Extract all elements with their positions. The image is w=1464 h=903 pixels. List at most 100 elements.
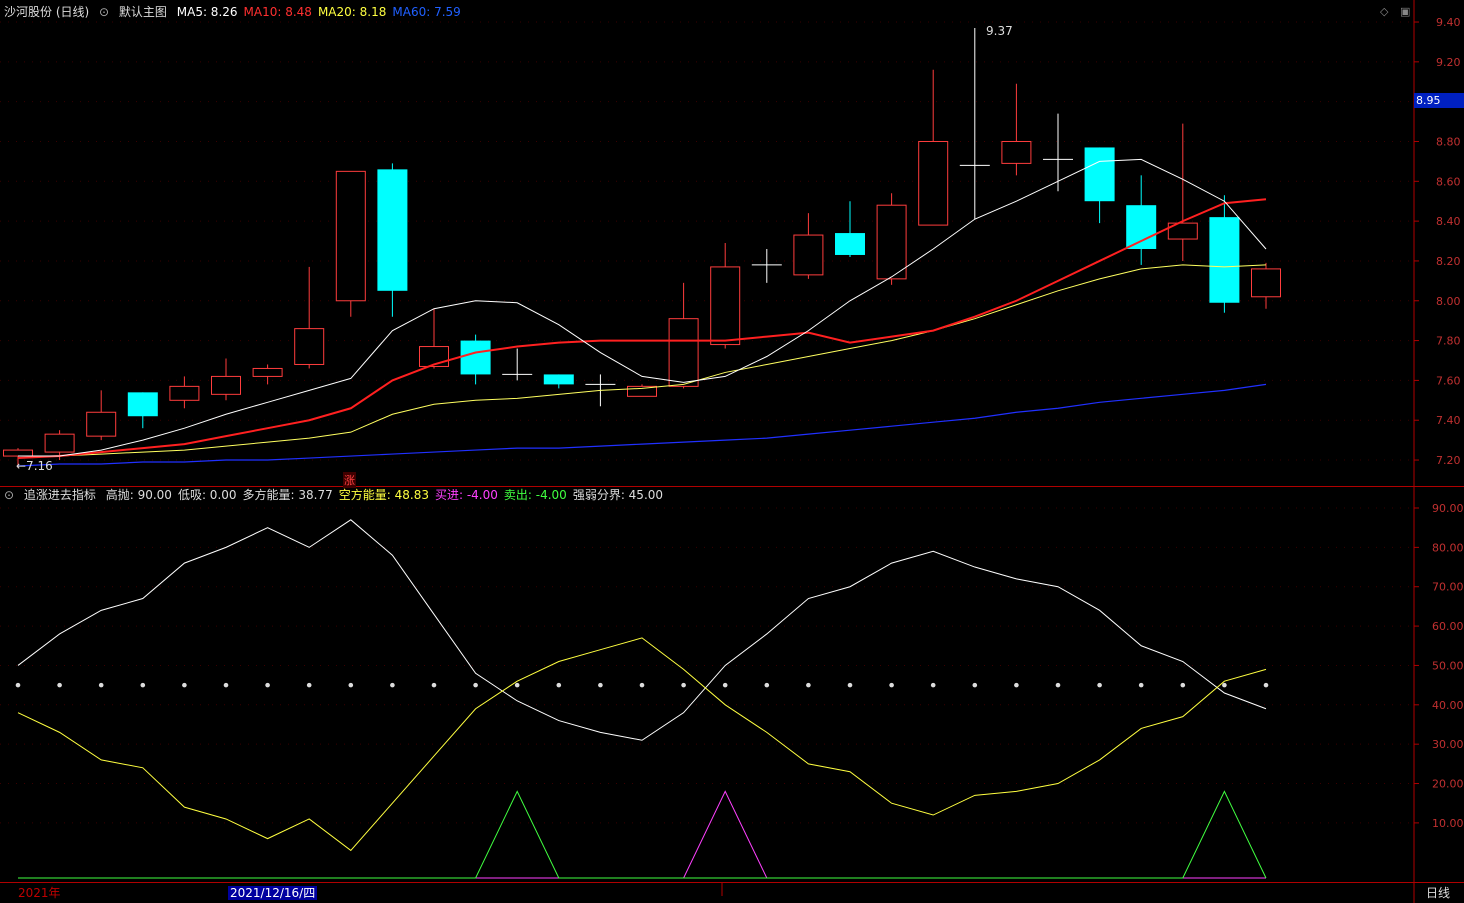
dropdown-icon[interactable]: ⊙ [99,5,110,19]
strength-boundary-dot [1180,682,1186,688]
strength-boundary-dot [806,682,811,688]
period-label[interactable]: 日线 [1426,886,1451,900]
strength-boundary-dot [473,682,478,688]
candle-body-down [543,374,574,385]
candlestick [1043,113,1073,192]
candlestick [543,374,574,389]
candle-body-up [294,328,325,365]
candle-body-up [44,433,75,453]
strength-boundary-dot [57,682,62,688]
strength-boundary-dot [930,682,936,688]
indicator-tick-label: 30.00 [1432,738,1464,751]
window-toggle-icon[interactable]: ▣ [1400,5,1411,18]
main-chart-header: 沙河股份 (日线) ⊙ 默认主图 MA5: 8.26 MA10: 8.48 MA20… [4,4,473,20]
strength-boundary-dot [1097,682,1102,688]
ma-legend-item: MA20: 8.18 [317,5,387,19]
candle-body-up [252,367,283,377]
strength-boundary-dot [764,682,770,688]
candle-body-up [876,204,907,280]
candlestick [710,243,741,349]
ma10-line [17,198,1267,460]
strength-boundary-dot [722,682,728,688]
indicator-legend-item: 低吸: 0.00 [177,488,237,502]
dropdown-icon[interactable]: ⊙ [4,488,15,502]
candle-body-up [1251,268,1281,298]
indicator-legend-item: 多方能量: 38.77 [242,488,333,502]
candlestick [252,364,283,385]
candlestick [335,170,366,317]
indicator-legend-item: 强弱分界: 45.00 [572,488,664,502]
current-price-tag: 8.95 [1414,93,1464,108]
candle-body-up [169,385,200,401]
strength-boundary-dot [889,682,894,688]
candle-body-up [793,234,824,276]
price-tick-label: 8.00 [1436,295,1461,308]
strength-boundary-dot [1055,682,1061,688]
ma-legend: MA5: 8.26 MA10: 8.48 MA20: 8.18 MA60: 7.59 [177,5,467,19]
strength-boundary-dot [182,682,187,688]
indicator-tick-label: 40.00 [1432,699,1464,712]
candle-body-up [335,170,366,302]
candlestick [1126,175,1157,265]
indicator-name[interactable]: 追涨进去指标 [23,488,96,502]
candlestick [668,282,699,389]
indicator-tick-label: 70.00 [1432,581,1464,594]
strength-boundary-dot [639,682,645,688]
indicator-header: ⊙ 追涨进去指标 高抛: 90.00 低吸: 0.00 多方能量: 38.77 空方能… [4,487,675,503]
year-label: 2021年 [18,886,61,900]
strength-boundary-dot [431,682,437,688]
candlestick [793,213,824,279]
candle-body-down [460,340,491,375]
ma-legend-item: MA10: 8.48 [243,5,312,19]
ma-legend-item: MA5: 8.26 [176,5,238,19]
candlestick [918,69,949,226]
chart-label[interactable]: 默认主图 [118,5,167,19]
diamond-icon[interactable]: ◇ [1380,5,1389,18]
candlestick [211,358,241,401]
strength-boundary-dot [223,682,229,688]
indicator-tick-label: 50.00 [1432,659,1464,672]
ma-legend-item: MA60: 7.59 [392,5,461,19]
candle-body-up [627,385,657,397]
strength-boundary-dot [1014,682,1019,688]
strength-boundary-dot [681,682,686,688]
strength-boundary-dot [140,682,146,688]
candlestick [1251,262,1281,309]
candlestick [959,28,990,220]
candle-body-up [3,449,33,457]
candlestick [1209,195,1240,313]
candlestick [502,348,533,381]
candlestick [1084,147,1115,224]
candlestick [1001,83,1032,176]
strength-boundary-dot [306,682,312,688]
indicator-series-line [18,790,1266,879]
price-tick-label: 8.80 [1436,135,1461,148]
strength-boundary-dot [98,682,104,688]
candlestick [86,390,117,441]
price-tick-label: 8.40 [1436,215,1461,228]
candle-body-up [668,318,699,387]
strength-boundary-dot [1138,682,1144,688]
candlestick [44,430,75,461]
indicator-series-line [17,637,1267,852]
candlestick [751,248,782,283]
strength-boundary-dot [1222,682,1227,688]
indicator-tick-label: 80.00 [1432,541,1464,554]
price-tick-label: 7.40 [1436,414,1461,427]
indicator-series-line [17,519,1267,741]
candlestick [377,163,408,317]
ma60-line [17,383,1267,467]
indicator-tick-label: 10.00 [1432,817,1464,830]
candle-body-up [918,140,949,226]
indicator-legend-item: 卖出: -4.00 [503,488,567,502]
price-tick-label: 7.80 [1436,335,1461,348]
strength-boundary-dot [1263,682,1269,688]
strength-boundary-dot [847,682,853,688]
candle-body-up [1001,140,1032,164]
candlestick [835,201,865,257]
strength-boundary-dot [15,682,21,688]
stock-name[interactable]: 沙河股份 (日线) [4,5,90,19]
candle-body-up [710,266,741,346]
candle-body-down [1209,217,1240,303]
